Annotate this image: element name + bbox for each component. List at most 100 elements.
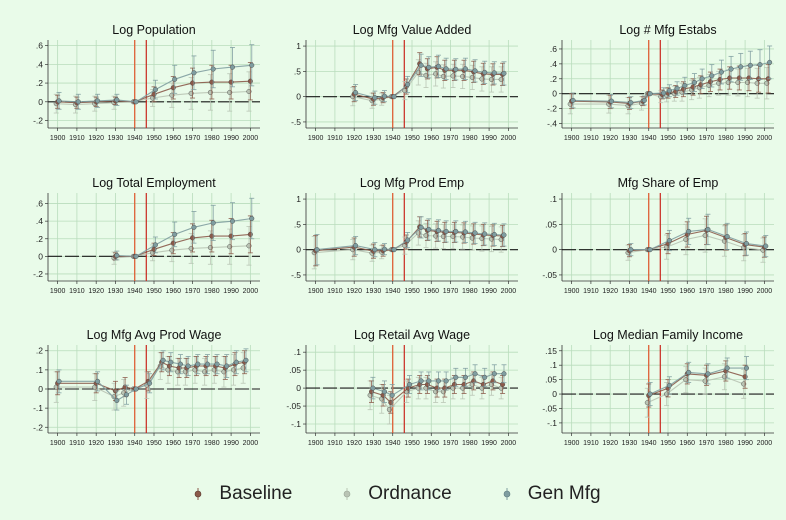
x-tick-label: 1940 — [385, 135, 401, 142]
y-tick-label: 0 — [552, 245, 557, 255]
data-point — [728, 66, 734, 72]
x-tick-label: 1950 — [404, 135, 420, 142]
y-tick-label: 0 — [552, 89, 557, 99]
series-line — [316, 226, 505, 251]
data-point — [453, 374, 459, 380]
y-tick-label: .05 — [545, 375, 557, 385]
y-tick-label: -.1 — [33, 403, 43, 413]
data-point — [418, 224, 424, 230]
data-point — [472, 68, 478, 74]
y-tick-label: .1 — [294, 347, 301, 357]
x-tick-label: 1970 — [185, 440, 201, 447]
x-tick-label: 1910 — [327, 135, 343, 142]
x-tick-label: 1900 — [50, 135, 66, 142]
x-tick-label: 1920 — [346, 288, 362, 295]
chart-title: Log Retail Avg Wage — [354, 328, 470, 342]
x-tick-label: 1990 — [481, 288, 497, 295]
data-point — [743, 241, 749, 247]
legend-label-ordnance: Ordnance — [368, 483, 452, 504]
data-point — [472, 230, 478, 236]
y-tick-label: 0 — [38, 97, 43, 107]
x-tick-label: 1960 — [165, 288, 181, 295]
data-point — [418, 62, 424, 68]
chart-title: Mfg Share of Emp — [618, 176, 719, 190]
data-point — [435, 63, 441, 69]
data-point — [705, 371, 711, 377]
x-tick-label: 1920 — [88, 440, 104, 447]
y-tick-label: .6 — [36, 41, 43, 51]
data-point — [767, 59, 773, 65]
x-tick-label: 1910 — [327, 440, 343, 447]
x-tick-label: 1960 — [423, 135, 439, 142]
series-gen_mfg — [56, 348, 249, 411]
data-point — [674, 85, 680, 91]
x-tick-label: 1930 — [622, 440, 638, 447]
data-point — [666, 382, 672, 388]
y-tick-label: 1 — [296, 194, 301, 204]
data-point — [491, 231, 497, 237]
legend-item-gen-mfg: Gen Mfg — [494, 483, 601, 505]
data-point — [214, 361, 220, 367]
chart-panel: Log Mfg Avg Prod Wage 1900 1910 1920 1930 194… — [33, 328, 260, 447]
x-tick-label: 2000 — [243, 440, 259, 447]
data-point — [418, 378, 424, 384]
data-point — [472, 371, 478, 377]
data-point — [204, 361, 210, 367]
data-point — [491, 371, 497, 377]
data-point — [133, 253, 139, 259]
x-tick-label: 1900 — [308, 440, 324, 447]
chart-title: Log Total Employment — [92, 176, 216, 190]
chart-panel: Log Mfg Prod Emp 1900 1910 1920 1930 1940 1950… — [291, 176, 518, 295]
data-point — [243, 357, 249, 363]
x-tick-label: 1960 — [165, 135, 181, 142]
chart-title: Log Mfg Value Added — [353, 23, 472, 37]
x-tick-label: 1980 — [718, 288, 734, 295]
y-tick-label: 0 — [552, 389, 557, 399]
data-point — [391, 247, 397, 253]
x-tick-label: 1960 — [423, 288, 439, 295]
y-tick-label: -.2 — [547, 104, 557, 114]
data-point — [743, 365, 749, 371]
x-tick-label: 1970 — [185, 135, 201, 142]
data-point — [501, 70, 507, 76]
x-tick-label: 1970 — [443, 440, 459, 447]
x-tick-label: 2000 — [501, 135, 517, 142]
data-point — [210, 220, 216, 226]
series-line — [56, 365, 244, 398]
legend: Baseline Ordnance Gen Mfg — [0, 478, 786, 510]
x-tick-label: 1980 — [462, 288, 478, 295]
y-tick-label: .4 — [36, 59, 43, 69]
data-point — [747, 62, 753, 68]
chart-title: Log # Mfg Estabs — [619, 23, 716, 37]
data-point — [647, 247, 653, 253]
data-point — [210, 66, 216, 72]
y-tick-label: 1 — [296, 41, 301, 51]
y-tick-label: .15 — [545, 346, 557, 356]
y-tick-label: 0 — [296, 92, 301, 102]
data-point — [666, 238, 672, 244]
y-tick-label: -.5 — [291, 270, 301, 280]
y-tick-label: -.2 — [33, 422, 43, 432]
data-point — [435, 227, 441, 233]
x-tick-label: 2000 — [501, 288, 517, 295]
y-tick-label: -.05 — [542, 270, 557, 280]
y-tick-label: .6 — [36, 199, 43, 209]
x-tick-label: 2000 — [757, 288, 773, 295]
chart-title: Log Mfg Prod Emp — [360, 176, 464, 190]
x-tick-label: 1950 — [404, 440, 420, 447]
x-tick-label: 1940 — [127, 440, 143, 447]
x-tick-label: 1920 — [602, 288, 618, 295]
data-point — [641, 97, 647, 103]
data-point — [686, 369, 692, 375]
x-tick-label: 1960 — [679, 288, 695, 295]
data-point — [686, 228, 692, 234]
data-point — [501, 371, 507, 377]
data-point — [682, 82, 688, 88]
data-point — [233, 359, 239, 365]
data-point — [570, 97, 576, 103]
x-tick-label: 1930 — [108, 288, 124, 295]
data-point — [372, 247, 378, 253]
series-gen_mfg — [370, 364, 507, 407]
y-tick-label: .2 — [550, 74, 557, 84]
